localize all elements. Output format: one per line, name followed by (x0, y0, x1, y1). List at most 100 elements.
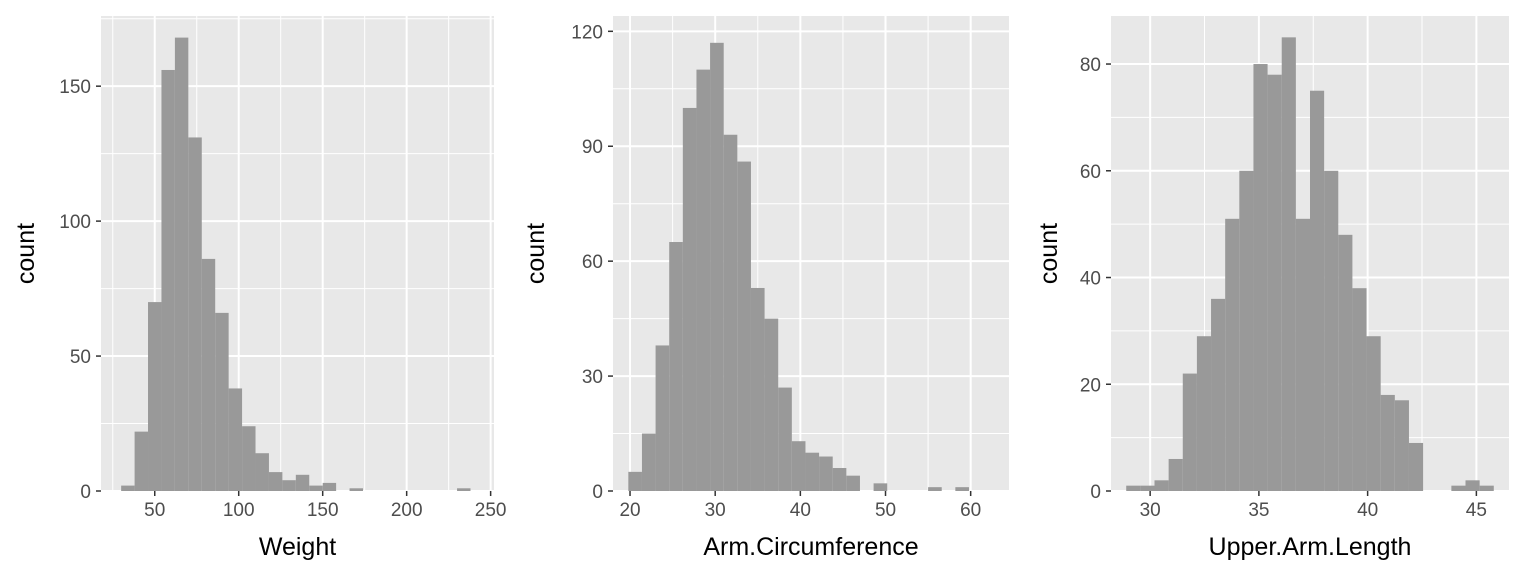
y-tick-label: 60 (1080, 162, 1101, 183)
histogram-bar (295, 474, 310, 491)
y-tick-label: 120 (571, 22, 603, 43)
histogram-bar (928, 487, 942, 491)
y-tick-label: 20 (1080, 375, 1101, 396)
histogram-bar (121, 485, 135, 491)
histogram-bar (1465, 480, 1480, 491)
x-tick-label: 35 (1248, 500, 1269, 521)
histogram-bar (832, 468, 847, 491)
histogram-bar (322, 482, 337, 491)
histogram-bar (228, 388, 243, 491)
x-tick-label: 40 (790, 500, 811, 521)
histogram-bar (349, 488, 363, 491)
x-tick-label: 45 (1466, 500, 1487, 521)
y-tick-label: 0 (1090, 482, 1101, 503)
histogram-bar (1239, 170, 1254, 492)
histogram-bar (1479, 485, 1494, 491)
histogram-panel-2: 20 30 40 50 60 0 30 60 90 120 Arm.Circumference cou… (522, 16, 1009, 561)
histogram-bar (255, 453, 269, 491)
histogram-bar (1182, 373, 1197, 491)
x-tick-label: 150 (307, 500, 339, 521)
x-axis-title: Weight (259, 533, 336, 561)
y-tick-label: 100 (59, 212, 91, 233)
y-tick-label: 60 (582, 252, 603, 273)
histogram-bar (282, 480, 296, 491)
y-tick-label: 40 (1080, 269, 1101, 290)
histogram-bar (682, 107, 697, 491)
histogram-bar (791, 441, 806, 491)
histogram-bar (846, 475, 860, 491)
x-axis-title: Arm.Circumference (703, 533, 918, 561)
histogram-bar (1352, 288, 1367, 491)
histogram-bar (696, 69, 711, 492)
histogram-panel-3: 30 35 40 45 0 20 40 60 80 Upper.Arm.Length count (1035, 16, 1509, 561)
y-tick-label: 0 (592, 482, 603, 503)
x-tick-label: 50 (875, 500, 896, 521)
histogram-bar (1380, 394, 1395, 491)
histogram-bar (778, 387, 792, 491)
histogram-bar (805, 452, 820, 491)
histogram-bar (655, 345, 670, 491)
histogram-bar (710, 42, 724, 492)
x-axis-title: Upper.Arm.Length (1209, 533, 1412, 561)
histogram-bar (819, 456, 833, 491)
y-axis-title: count (1035, 223, 1063, 284)
x-tick-label: 250 (475, 500, 507, 521)
histogram-bar (737, 161, 751, 491)
histogram-bar (1338, 234, 1353, 491)
y-tick-label: 90 (582, 137, 603, 158)
histogram-bar (1225, 218, 1240, 491)
histogram-bar (201, 258, 216, 491)
histogram-bar (1168, 458, 1183, 491)
histogram-bar (309, 485, 323, 491)
histogram-bar (1310, 90, 1325, 491)
histogram-bar (628, 471, 642, 491)
histogram-bar (188, 137, 202, 492)
y-tick-label: 80 (1080, 55, 1101, 76)
histogram-bar (161, 69, 175, 492)
y-tick-label: 50 (70, 347, 91, 368)
histogram-bar (1281, 37, 1296, 491)
x-tick-label: 20 (619, 500, 640, 521)
x-tick-label: 200 (391, 500, 423, 521)
histogram-bar (669, 242, 683, 491)
histogram-bar (1211, 298, 1226, 491)
x-tick-label: 30 (705, 500, 726, 521)
histogram-bar (242, 426, 256, 491)
y-tick-label: 30 (582, 367, 603, 388)
histogram-bar (1253, 64, 1268, 492)
histogram-panel-1: 50 100 150 200 250 0 50 100 150 Weight count (12, 16, 506, 561)
histogram-bar (1324, 170, 1339, 492)
histogram-bar (174, 37, 189, 491)
histogram-bar (134, 431, 149, 491)
histogram-bar (750, 287, 765, 491)
histogram-bar (148, 302, 162, 491)
x-tick-label: 50 (144, 500, 165, 521)
histogram-bar (1295, 218, 1310, 491)
histogram-bar (1408, 442, 1424, 491)
histogram-bar (268, 472, 283, 491)
y-tick-label: 0 (80, 482, 91, 503)
histogram-bar (1451, 485, 1466, 491)
histogram-bar (1126, 485, 1141, 491)
histogram-bar (873, 483, 888, 491)
histogram-bar (764, 318, 779, 491)
y-axis-title: count (12, 223, 40, 284)
y-tick-label: 150 (59, 77, 91, 98)
histogram-bar (1154, 480, 1169, 491)
histogram-bar (457, 488, 471, 491)
histogram-bar (955, 487, 969, 491)
histogram-bar (215, 312, 229, 491)
y-axis-title: count (522, 223, 550, 284)
x-tick-label: 60 (960, 500, 981, 521)
histogram-bar (1140, 485, 1155, 491)
x-tick-label: 40 (1357, 500, 1378, 521)
histogram-bar (641, 433, 656, 491)
histogram-bar (1196, 336, 1212, 491)
histogram-bar (1366, 336, 1381, 491)
histogram-bar (1394, 400, 1409, 491)
histogram-bar (1267, 74, 1282, 492)
x-tick-label: 100 (223, 500, 255, 521)
histogram-bar (723, 134, 738, 491)
x-tick-label: 30 (1140, 500, 1161, 521)
